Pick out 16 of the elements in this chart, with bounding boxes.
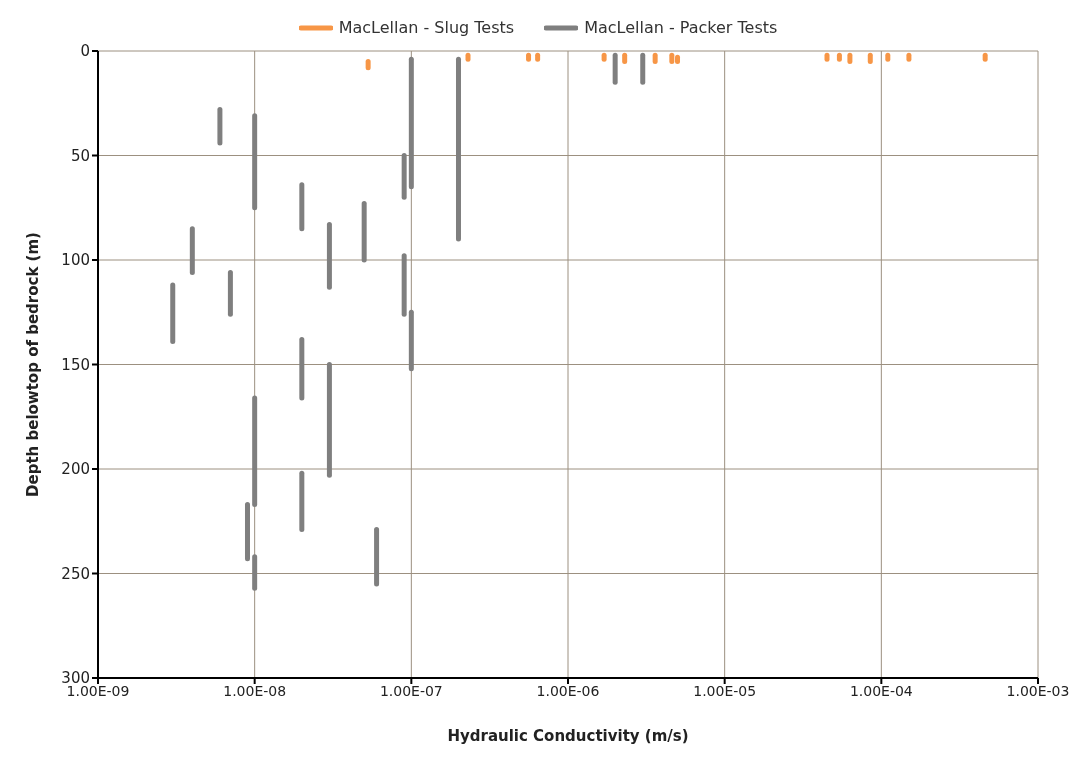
x-tick-label: 1.00E-04 (849, 682, 913, 699)
legend-label: MacLellan - Slug Tests (338, 18, 515, 37)
x-tick-label: 1.00E-05 (693, 682, 757, 699)
x-tick-label: 1.00E-08 (223, 682, 287, 699)
y-tick-label: 50 (70, 146, 90, 165)
y-tick-label: 150 (61, 355, 90, 374)
legend-label: MacLellan - Packer Tests (584, 18, 778, 37)
x-tick-label: 1.00E-03 (1006, 682, 1070, 699)
y-tick-label: 200 (61, 460, 90, 478)
x-axis-title: Hydraulic Conductivity (m/s) (447, 726, 689, 745)
x-tick-label: 1.00E-07 (379, 682, 443, 699)
y-tick-label: 100 (61, 251, 90, 269)
x-tick-label: 1.00E-06 (536, 682, 600, 699)
y-tick-label: 0 (80, 42, 90, 60)
y-axis-title: Depth belowtop of bedrock (m) (24, 232, 43, 497)
y-tick-label: 250 (61, 564, 90, 583)
